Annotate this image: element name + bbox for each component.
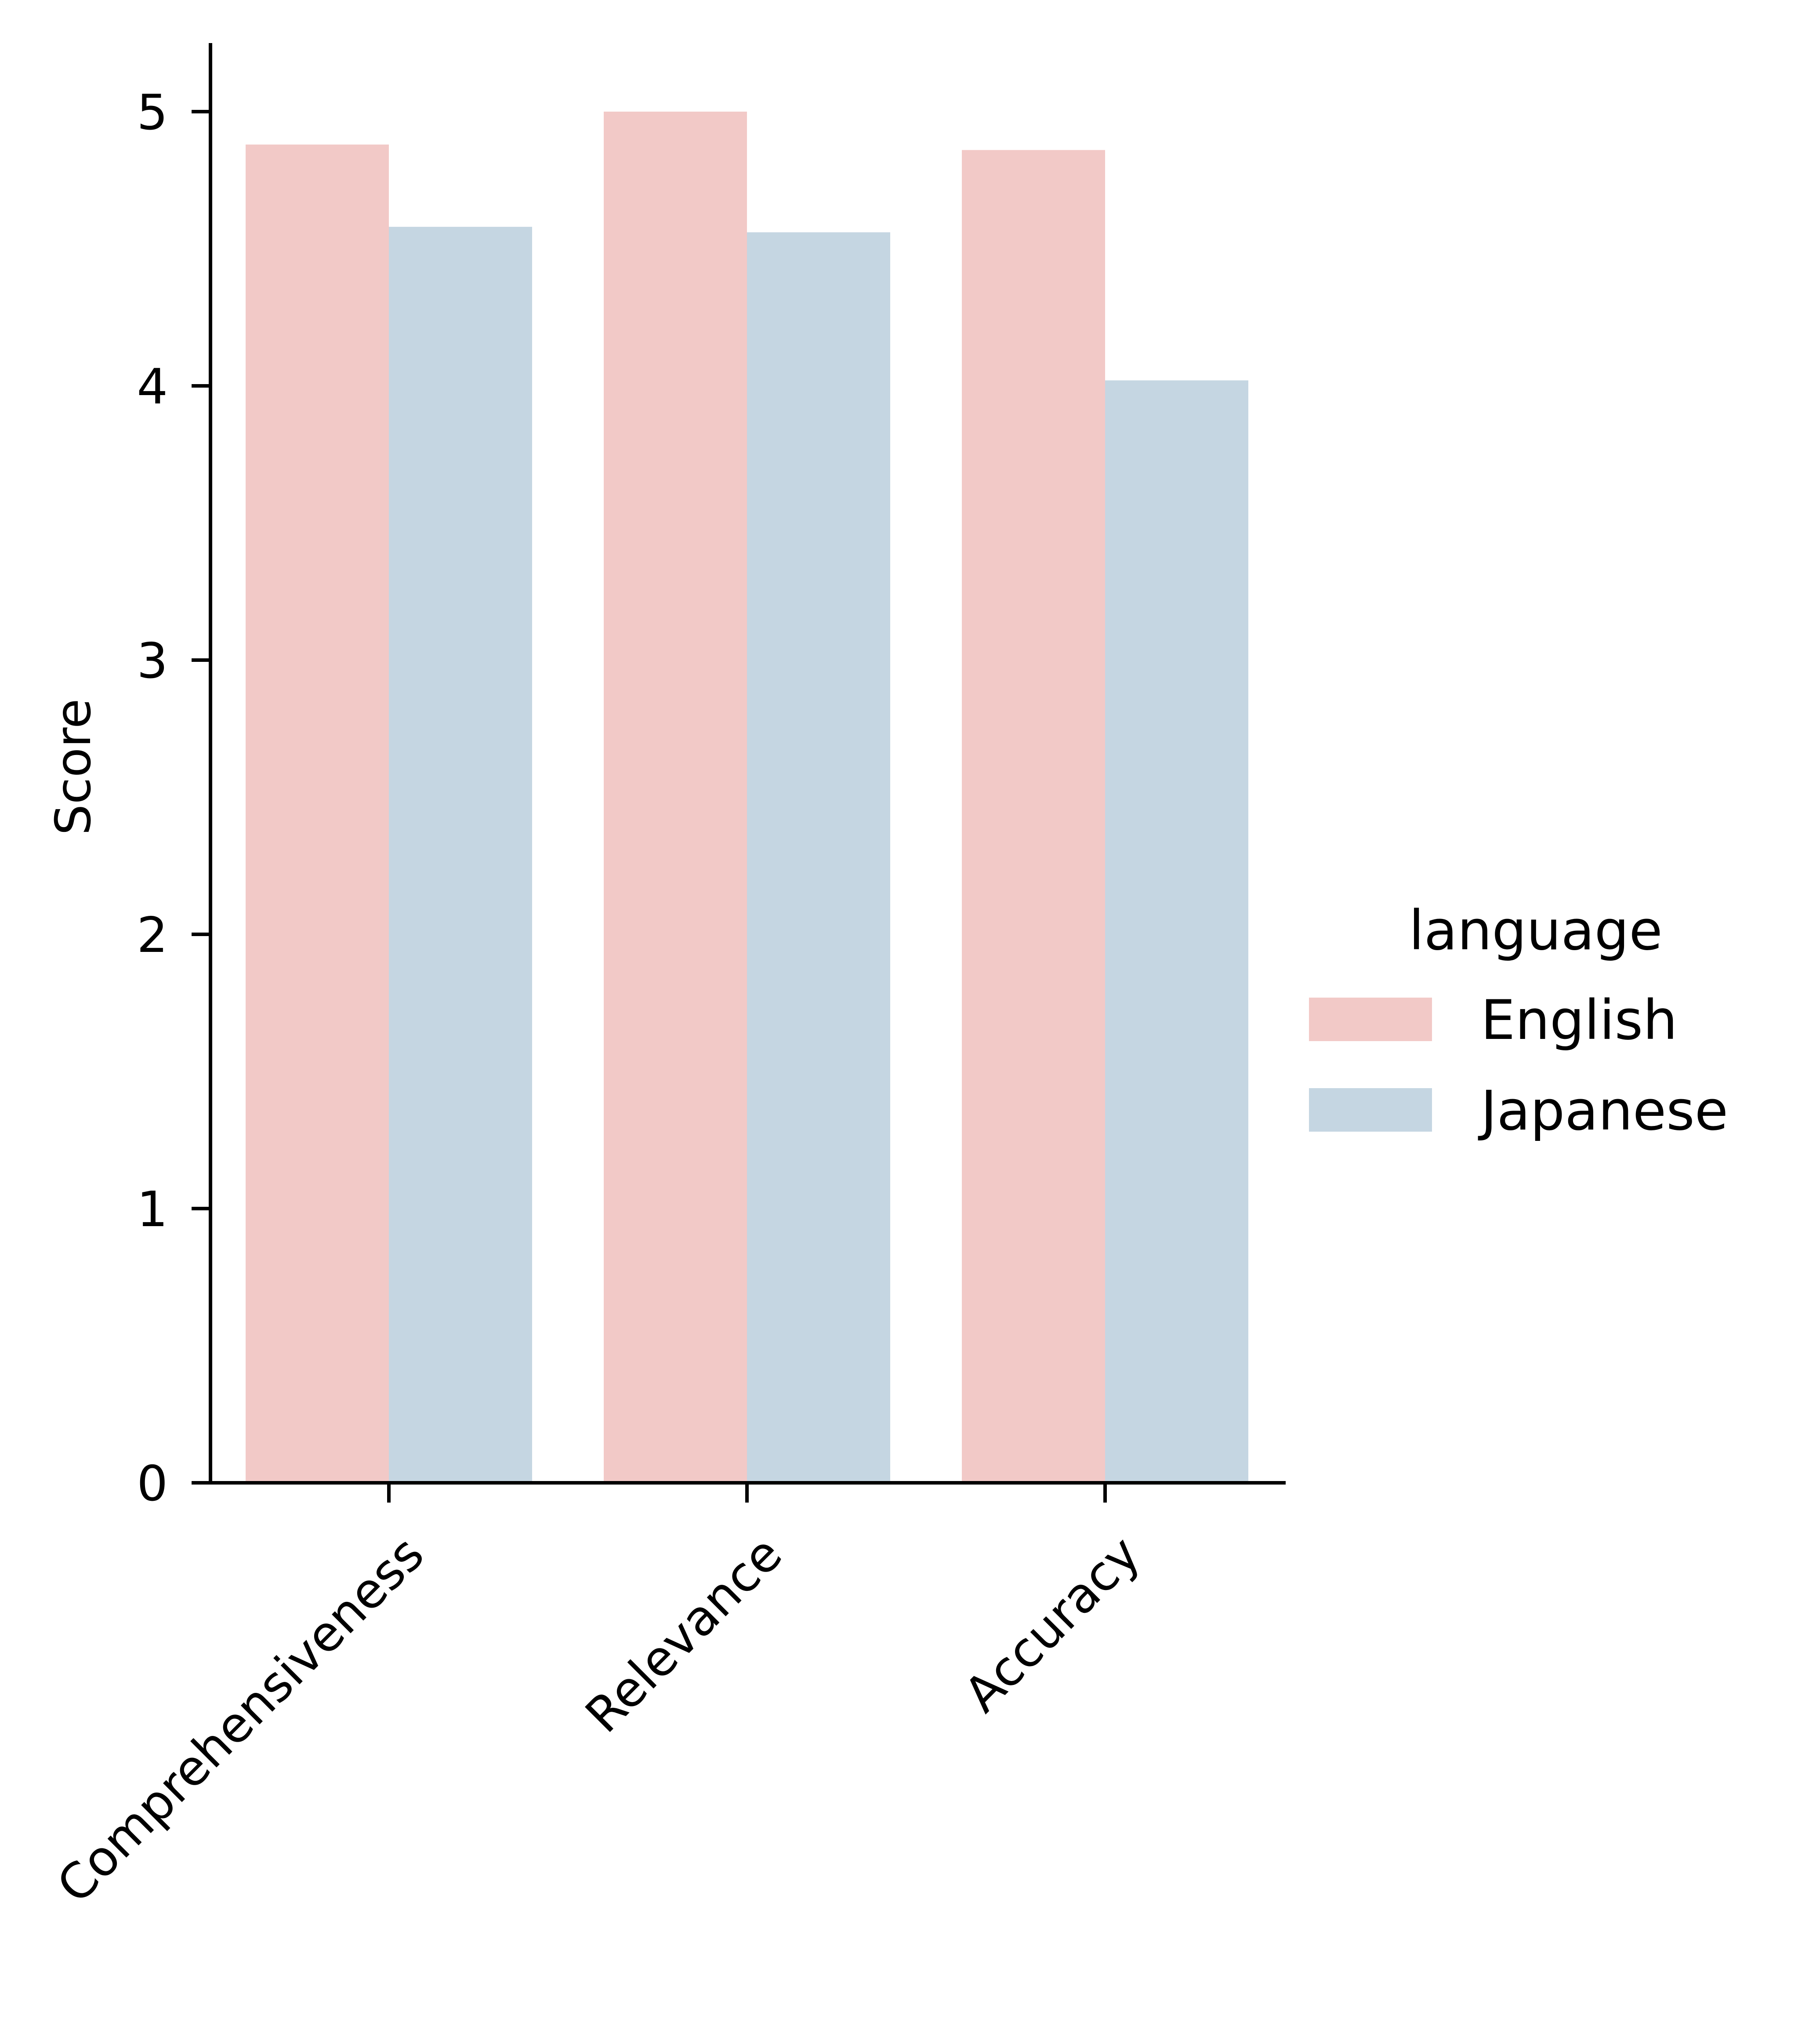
y-tick-label: 0 (137, 1456, 168, 1512)
x-ticks: Comprehensiveness Relevance Accuracy (47, 1483, 1151, 1914)
y-tick-label: 4 (137, 359, 168, 415)
y-tick-label: 1 (137, 1181, 168, 1238)
y-axis: 0 1 2 3 4 5 Score (45, 43, 212, 1512)
y-ticks: 0 1 2 3 4 5 (137, 84, 210, 1512)
y-axis-title: Score (45, 699, 102, 835)
y-tick-label: 2 (137, 907, 168, 964)
x-tick-label: Relevance (575, 1526, 793, 1744)
legend-swatch-japanese (1309, 1088, 1432, 1132)
legend-entries: English Japanese (1309, 989, 1728, 1143)
legend: language English Japanese (1309, 899, 1728, 1143)
bar-japanese-comprehensiveness (389, 227, 532, 1483)
x-tick-label: Accuracy (953, 1526, 1151, 1724)
bar-japanese-accuracy (1105, 380, 1248, 1483)
legend-title: language (1409, 899, 1662, 962)
x-axis: Comprehensiveness Relevance Accuracy (47, 1481, 1286, 1914)
legend-swatch-english (1309, 998, 1432, 1041)
bar-japanese-relevance (747, 232, 890, 1483)
bar-english-accuracy (962, 150, 1105, 1483)
y-tick-label: 3 (137, 633, 168, 690)
legend-label-english: English (1481, 989, 1678, 1052)
bar-english-comprehensiveness (246, 144, 389, 1483)
bars-layer (246, 112, 1248, 1483)
x-tick-label: Comprehensiveness (47, 1526, 435, 1914)
legend-label-japanese: Japanese (1478, 1079, 1728, 1143)
y-tick-label: 5 (137, 84, 168, 141)
bar-english-relevance (604, 112, 747, 1483)
